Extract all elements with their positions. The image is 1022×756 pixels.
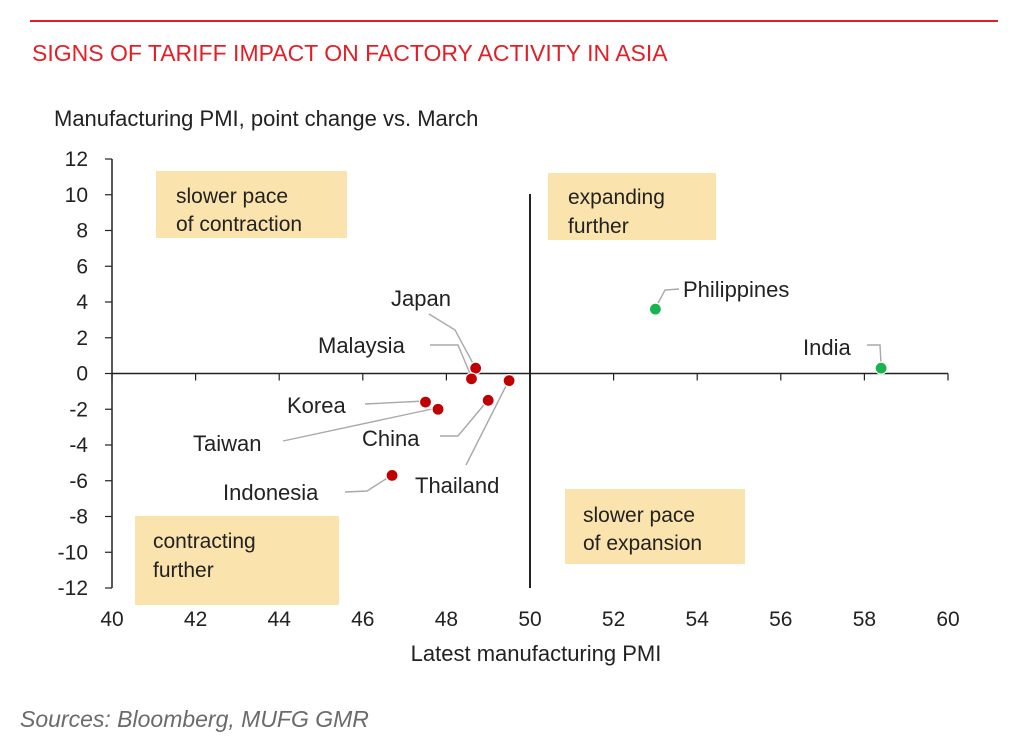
quadrant-label-slower-expansion-line1: slower pace xyxy=(583,504,695,527)
quadrant-label-slower-contraction-line1: slower pace xyxy=(176,185,288,208)
data-point-philippines xyxy=(648,302,663,316)
quadrant-label-slower-contraction-line2: of contraction xyxy=(176,213,302,236)
y-tick-label: -10 xyxy=(58,541,88,564)
quadrant-box-slower-expansion xyxy=(565,489,745,564)
x-tick-label: 60 xyxy=(936,608,959,631)
source-note: Sources: Bloomberg, MUFG GMR xyxy=(20,706,369,732)
y-tick-label: 4 xyxy=(76,291,88,314)
data-point-indonesia xyxy=(385,468,399,482)
y-tick-label: 2 xyxy=(76,327,88,350)
leader-line-india xyxy=(867,344,882,365)
y-tick-label: 8 xyxy=(76,220,88,243)
y-tick-label: -2 xyxy=(69,398,88,421)
leader-line-china xyxy=(440,399,489,437)
leader-line-philippines xyxy=(655,288,680,308)
point-label-china: China xyxy=(362,426,420,451)
data-point-india xyxy=(874,361,888,375)
leader-line-korea xyxy=(364,400,426,405)
leader-line-japan xyxy=(428,313,477,370)
data-point-taiwan xyxy=(431,402,445,416)
data-point-korea xyxy=(418,395,433,409)
leader-lines xyxy=(282,288,882,493)
x-tick-label: 46 xyxy=(351,608,374,631)
leader-line-thailand xyxy=(465,381,509,466)
leader-line-malaysia xyxy=(430,344,472,377)
point-label-japan: Japan xyxy=(391,286,451,311)
point-label-indonesia: Indonesia xyxy=(223,480,319,505)
y-tick-label: -6 xyxy=(69,470,88,493)
y-tick-label: 12 xyxy=(65,148,88,171)
quadrant-box-slower-contraction xyxy=(156,171,347,238)
data-point-china xyxy=(481,393,495,407)
quadrant-label-contracting-further-line1: contracting xyxy=(153,530,256,553)
data-point-thailand xyxy=(502,374,516,388)
x-tick-label: 40 xyxy=(100,608,123,631)
y-tick-label: -12 xyxy=(58,577,88,600)
x-tick-label: 50 xyxy=(518,608,541,631)
x-tick-label: 42 xyxy=(184,608,207,631)
quadrant-box-contracting-further xyxy=(135,516,339,605)
point-label-malaysia: Malaysia xyxy=(318,333,406,358)
point-label-taiwan: Taiwan xyxy=(193,431,261,456)
leader-line-indonesia xyxy=(344,474,393,493)
y-tick-label: 0 xyxy=(76,363,88,386)
chart-title: SIGNS OF TARIFF IMPACT ON FACTORY ACTIVI… xyxy=(32,40,668,66)
point-labels: Japan Malaysia Korea Taiwan China Thailand Ind… xyxy=(193,277,851,505)
y-axis-title: Manufacturing PMI, point change vs. Marc… xyxy=(54,106,478,131)
top-rule xyxy=(30,20,998,22)
x-tick-label: 56 xyxy=(769,608,792,631)
leader-line-taiwan xyxy=(282,408,433,442)
y-tick-label: -4 xyxy=(69,434,88,457)
quadrant-label-expanding-further-line2: further xyxy=(568,215,629,238)
x-tick-label: 58 xyxy=(853,608,876,631)
data-points xyxy=(385,302,888,482)
data-point-malaysia xyxy=(464,372,479,386)
quadrant-label-expanding-further-line1: expanding xyxy=(568,186,665,209)
quadrant-label-slower-expansion-line2: of expansion xyxy=(583,532,702,555)
scatter-chart: slower pace of contraction expanding furthe… xyxy=(54,106,960,666)
point-label-philippines: Philippines xyxy=(683,277,789,302)
point-label-thailand: Thailand xyxy=(415,473,499,498)
x-axis-title: Latest manufacturing PMI xyxy=(411,641,662,666)
y-tick-label: 10 xyxy=(65,184,88,207)
point-label-korea: Korea xyxy=(287,393,346,418)
quadrant-labels: slower pace of contraction expanding furthe… xyxy=(135,171,745,605)
x-tick-label: 54 xyxy=(686,608,710,631)
y-tick-label: -8 xyxy=(69,506,88,529)
y-tick-label: 6 xyxy=(76,255,88,278)
x-tick-label: 44 xyxy=(268,608,292,631)
x-tick-label: 52 xyxy=(602,608,625,631)
x-tick-label: 48 xyxy=(435,608,458,631)
quadrant-label-contracting-further-line2: further xyxy=(153,559,214,582)
quadrant-box-expanding-further xyxy=(548,173,716,240)
point-label-india: India xyxy=(803,335,851,360)
